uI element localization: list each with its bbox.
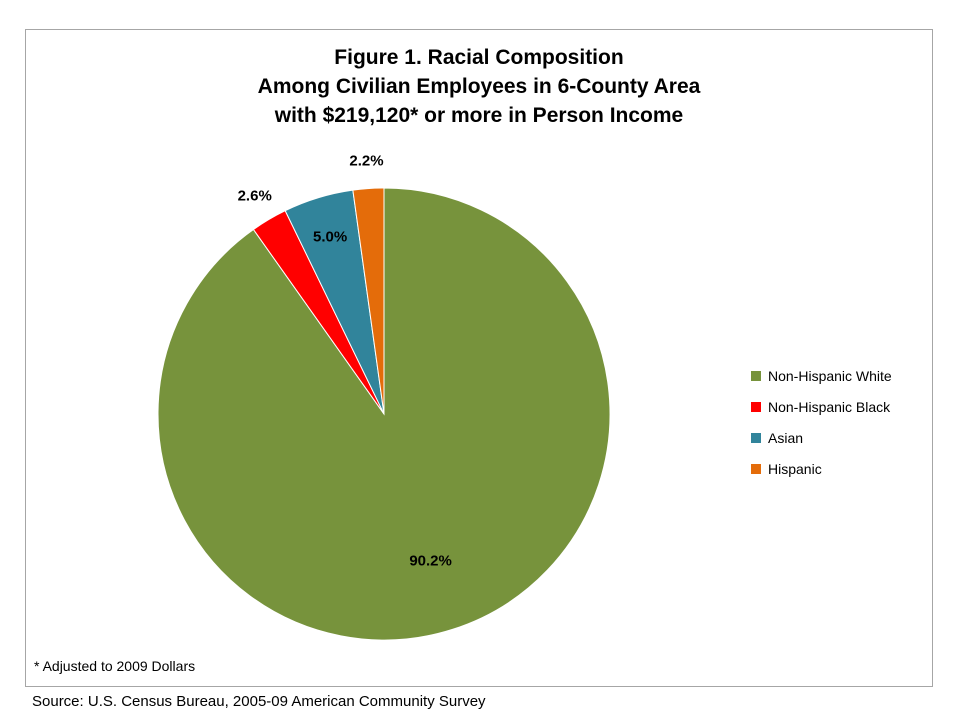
legend-label: Hispanic xyxy=(768,460,822,477)
legend-label: Asian xyxy=(768,429,804,446)
legend-swatch xyxy=(751,432,761,443)
pie-chart: 90.2% 2.6% 5.0% 2.2% xyxy=(157,153,611,641)
chart-area: Figure 1. Racial Composition Among Civil… xyxy=(25,29,933,687)
chart-title-line-3: with $219,120* or more in Person Income xyxy=(274,104,684,127)
data-label-non-hispanic-white: 90.2% xyxy=(409,553,452,570)
legend-item-non-hispanic-white: Non-Hispanic White xyxy=(751,360,931,391)
source-note: Source: U.S. Census Bureau, 2005-09 Amer… xyxy=(32,693,486,710)
data-label-non-hispanic-black: 2.6% xyxy=(238,187,272,204)
legend-swatch xyxy=(751,370,761,381)
legend-item-non-hispanic-black: Non-Hispanic Black xyxy=(751,391,931,422)
data-labels: 90.2% 2.6% 5.0% 2.2% xyxy=(238,153,452,570)
legend-label: Non-Hispanic Black xyxy=(768,398,891,415)
pie-slices xyxy=(157,187,611,641)
legend: Non-Hispanic White Non-Hispanic Black As… xyxy=(751,360,931,484)
legend-swatch xyxy=(751,401,761,412)
chart-title-line-2: Among Civilian Employees in 6-County Are… xyxy=(257,75,701,98)
data-label-asian: 5.0% xyxy=(313,229,347,246)
chart-title: Figure 1. Racial Composition Among Civil… xyxy=(26,43,932,130)
data-label-hispanic: 2.2% xyxy=(349,153,383,170)
chart-title-line-1: Figure 1. Racial Composition xyxy=(334,46,624,69)
legend-swatch xyxy=(751,463,761,474)
legend-item-asian: Asian xyxy=(751,422,931,453)
footnote: * Adjusted to 2009 Dollars xyxy=(34,658,196,674)
pie-slice-hispanic xyxy=(352,187,385,415)
legend-item-hispanic: Hispanic xyxy=(751,453,931,484)
legend-label: Non-Hispanic White xyxy=(768,367,892,384)
